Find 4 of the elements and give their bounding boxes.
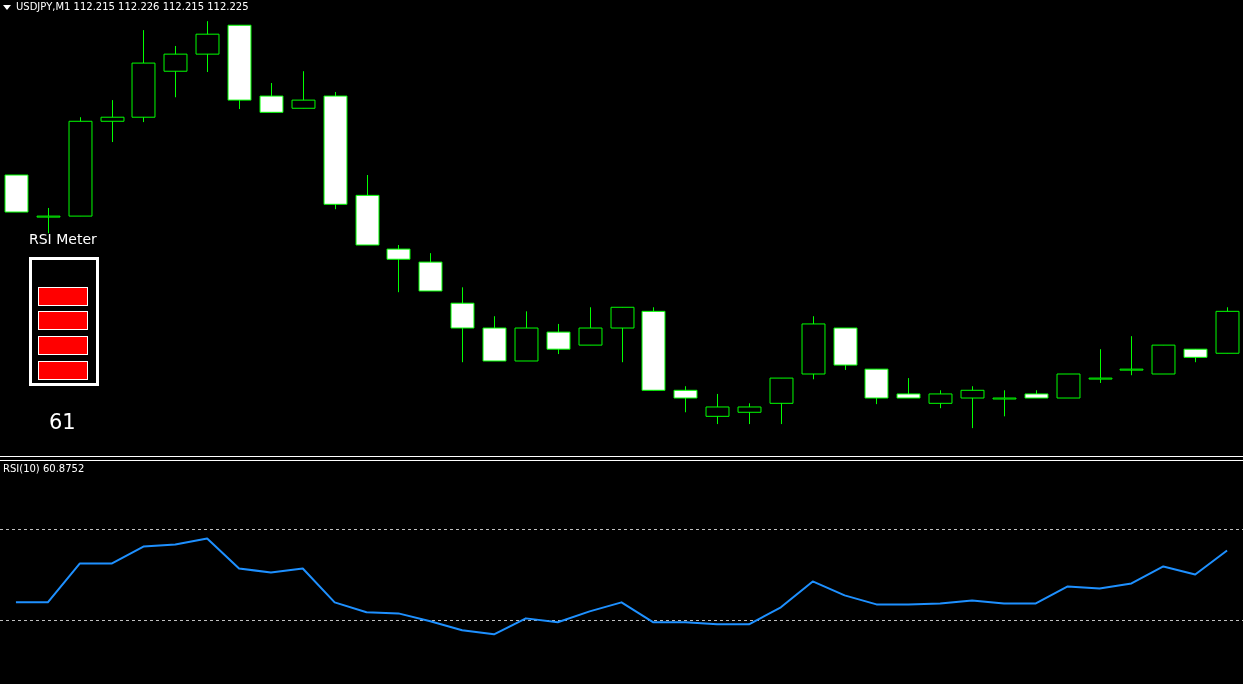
annotation: RSI Meter bbox=[29, 231, 97, 247]
annotation: 61 bbox=[49, 410, 76, 434]
chart-title: RSI(10) 60.8752 bbox=[3, 463, 85, 474]
chart-title: USDJPY,M1 112.215 112.226 112.215 112.225 bbox=[16, 1, 249, 12]
